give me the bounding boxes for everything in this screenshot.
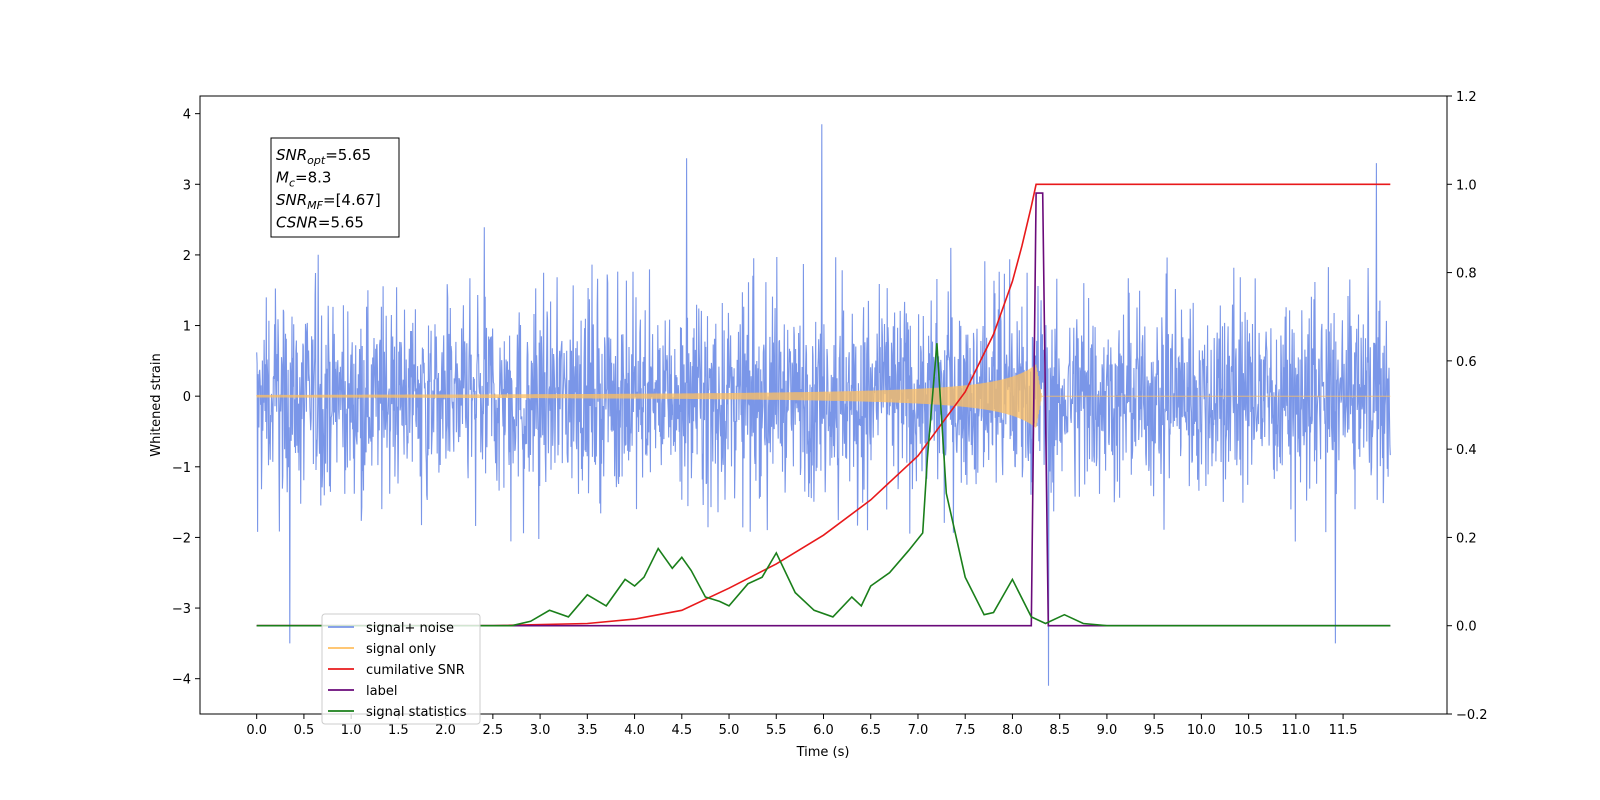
series-signal-statistics — [256, 343, 1391, 627]
y-tick-label: −3 — [172, 602, 191, 617]
y-tick-label: 1 — [183, 320, 191, 335]
x-tick-label: 5.0 — [719, 723, 740, 738]
x-tick-label: 7.5 — [955, 723, 976, 738]
series-signal-only — [256, 364, 1391, 428]
y-tick-label: −1 — [172, 461, 191, 476]
legend-entry: signal+ noise — [366, 621, 454, 636]
y2-tick-label: 0.4 — [1456, 443, 1477, 458]
legend-entry: signal statistics — [366, 705, 467, 720]
y2-tick-label: 1.0 — [1456, 178, 1477, 193]
info-line: SNRopt=5.65 — [276, 146, 371, 167]
x-tick-label: 11.5 — [1329, 723, 1358, 738]
info-line: Mc=8.3 — [276, 169, 331, 190]
x-tick-label: 9.5 — [1144, 723, 1165, 738]
x-tick-label: 4.0 — [624, 723, 645, 738]
legend-entry: signal only — [366, 642, 436, 657]
y2-tick-label: 1.2 — [1456, 90, 1477, 105]
x-tick-label: 8.5 — [1049, 723, 1070, 738]
y-tick-label: 4 — [183, 108, 191, 123]
y2-tick-label: 0.8 — [1456, 267, 1477, 282]
x-tick-label: 10.5 — [1234, 723, 1263, 738]
y-tick-label: 0 — [183, 390, 191, 405]
info-box-frame — [270, 137, 400, 238]
legend: signal+ noise signal only cumilative SNR la… — [321, 613, 481, 725]
x-tick-label: 3.0 — [530, 723, 551, 738]
legend-entry: label — [366, 684, 397, 699]
info-line: SNRMF=[4.67] — [276, 191, 381, 212]
x-tick-label: 2.5 — [483, 723, 504, 738]
y-tick-label: 2 — [183, 249, 191, 264]
legend-entry: cumilative SNR — [366, 663, 465, 678]
y2-tick-label: 0.2 — [1456, 531, 1477, 546]
x-tick-label: 1.5 — [388, 723, 409, 738]
series-cumulative-snr — [256, 183, 1391, 627]
y-axis-label: Whitened strain — [149, 353, 164, 456]
x-tick-label: 8.0 — [1002, 723, 1023, 738]
x-tick-label: 4.5 — [671, 723, 692, 738]
y-tick-label: 3 — [183, 178, 191, 193]
y2-tick-label: 0.6 — [1456, 355, 1477, 370]
y-tick-label: −4 — [172, 673, 191, 688]
x-tick-label: 0.0 — [246, 723, 267, 738]
legend-frame — [321, 613, 481, 725]
x-tick-label: 6.0 — [813, 723, 834, 738]
x-tick-label: 6.5 — [860, 723, 881, 738]
x-tick-label: 10.0 — [1187, 723, 1216, 738]
info-line: CSNR=5.65 — [276, 214, 364, 232]
x-tick-label: 3.5 — [577, 723, 598, 738]
series-signal-noise — [256, 124, 1391, 686]
x-tick-label: 2.0 — [435, 723, 456, 738]
x-axis-label: Time (s) — [796, 745, 850, 760]
y2-tick-label: −0.2 — [1456, 708, 1488, 723]
x-tick-label: 9.0 — [1097, 723, 1118, 738]
x-tick-label: 1.0 — [341, 723, 362, 738]
x-tick-label: 7.0 — [908, 723, 929, 738]
x-tick-label: 0.5 — [294, 723, 315, 738]
x-tick-label: 5.5 — [766, 723, 787, 738]
x-tick-label: 11.0 — [1281, 723, 1310, 738]
y-tick-label: −2 — [172, 531, 191, 546]
y2-tick-label: 0.0 — [1456, 620, 1477, 635]
